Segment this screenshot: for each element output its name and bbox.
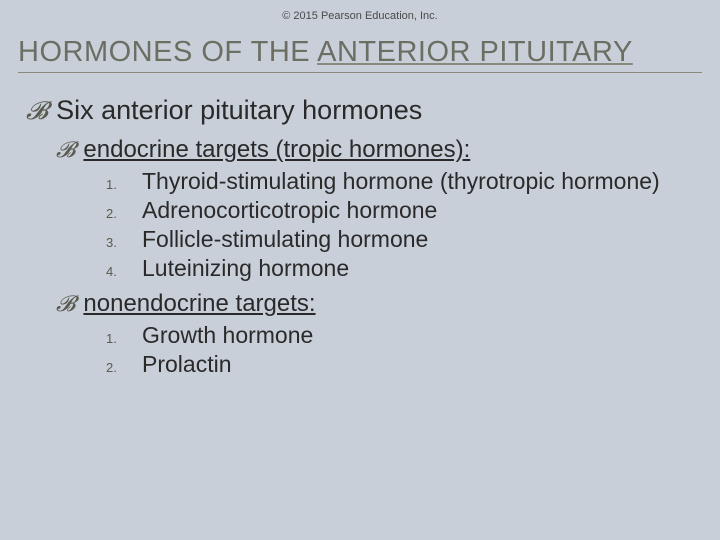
list-text: Follicle-stimulating hormone bbox=[142, 226, 428, 253]
list-item: 1.Thyroid-stimulating hormone (thyrotrop… bbox=[106, 168, 702, 195]
list-text: Luteinizing hormone bbox=[142, 255, 349, 282]
sub-bullet-endocrine: 𝓑 endocrine targets (tropic hormones): bbox=[56, 136, 702, 164]
list-item: 2.Prolactin bbox=[106, 351, 702, 378]
list-number: 1. bbox=[106, 331, 142, 346]
title-underlined: ANTERIOR PITUITARY bbox=[317, 36, 633, 68]
main-bullet-text: Six anterior pituitary hormones bbox=[56, 95, 422, 126]
slide-title: HORMONES OF THE ANTERIOR PITUITARY bbox=[18, 36, 702, 73]
list-text: Adrenocorticotropic hormone bbox=[142, 197, 437, 224]
script-bullet-icon: 𝓑 bbox=[56, 291, 75, 317]
list-item: 3.Follicle-stimulating hormone bbox=[106, 226, 702, 253]
slide: © 2015 Pearson Education, Inc. HORMONES … bbox=[0, 0, 720, 540]
copyright-text: © 2015 Pearson Education, Inc. bbox=[18, 10, 702, 22]
list-text: Growth hormone bbox=[142, 322, 313, 349]
list-text: Thyroid-stimulating hormone (thyrotropic… bbox=[142, 168, 660, 195]
list-number: 3. bbox=[106, 235, 142, 250]
list-item: 4.Luteinizing hormone bbox=[106, 255, 702, 282]
list-number: 1. bbox=[106, 177, 142, 192]
script-bullet-icon: 𝓑 bbox=[56, 137, 75, 163]
list-item: 2.Adrenocorticotropic hormone bbox=[106, 197, 702, 224]
sub-bullet-nonendocrine: 𝓑 nonendocrine targets: bbox=[56, 290, 702, 318]
list-number: 4. bbox=[106, 264, 142, 279]
main-bullet: 𝓑 Six anterior pituitary hormones bbox=[26, 95, 702, 126]
nonendocrine-list: 1.Growth hormone 2.Prolactin bbox=[106, 322, 702, 378]
endocrine-list: 1.Thyroid-stimulating hormone (thyrotrop… bbox=[106, 168, 702, 282]
script-bullet-icon: 𝓑 bbox=[26, 98, 48, 126]
sub-bullet-text: endocrine targets (tropic hormones): bbox=[83, 136, 470, 164]
list-number: 2. bbox=[106, 206, 142, 221]
list-item: 1.Growth hormone bbox=[106, 322, 702, 349]
sub-bullet-text: nonendocrine targets: bbox=[83, 290, 315, 318]
title-plain: HORMONES OF THE bbox=[18, 36, 317, 68]
list-text: Prolactin bbox=[142, 351, 231, 378]
list-number: 2. bbox=[106, 360, 142, 375]
